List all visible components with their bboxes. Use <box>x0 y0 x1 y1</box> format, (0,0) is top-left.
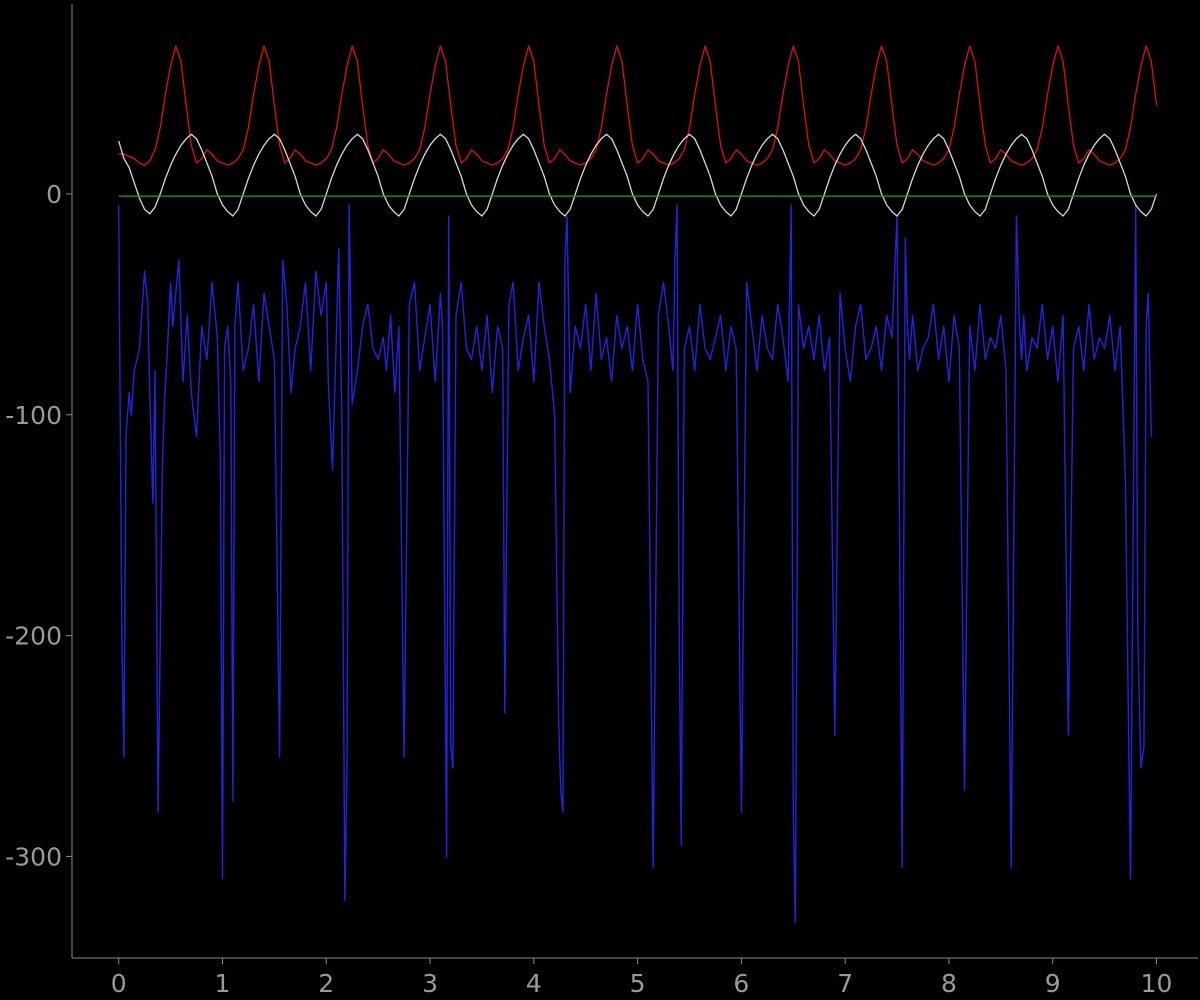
y-tick-label: -100 <box>5 401 62 430</box>
y-tick-label: -300 <box>5 842 62 871</box>
x-tick-label: 8 <box>941 969 957 998</box>
chart-axes <box>71 4 1198 959</box>
x-tick-label: 9 <box>1045 969 1061 998</box>
y-axis-ticks: 0 -100 -200 -300 <box>5 180 72 871</box>
x-axis-ticks: 0 1 2 3 4 5 6 7 8 9 10 <box>111 958 1173 998</box>
x-tick-label: 10 <box>1141 969 1173 998</box>
series-line-3 <box>118 133 1158 217</box>
series-layer <box>118 45 1158 924</box>
x-tick-label: 4 <box>526 969 542 998</box>
x-tick-label: 5 <box>630 969 646 998</box>
series-line-1 <box>118 204 1152 924</box>
x-tick-label: 3 <box>422 969 438 998</box>
y-tick-label: 0 <box>46 180 62 209</box>
x-tick-label: 1 <box>215 969 231 998</box>
x-tick-label: 7 <box>837 969 853 998</box>
series-line-2 <box>118 45 1158 166</box>
y-tick-label: -200 <box>5 622 62 651</box>
x-tick-label: 0 <box>111 969 127 998</box>
x-tick-label: 2 <box>318 969 334 998</box>
x-tick-label: 6 <box>733 969 749 998</box>
